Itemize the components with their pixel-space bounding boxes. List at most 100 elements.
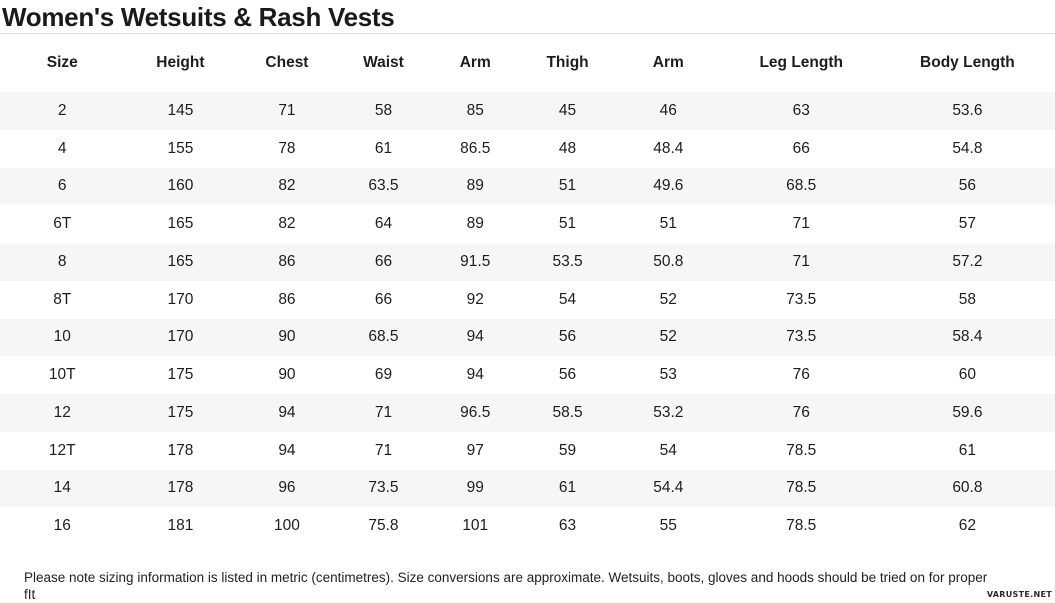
table-cell: 63 (558, 517, 577, 535)
table-cell: 53.6 (952, 101, 983, 119)
table-cell: 155 (167, 139, 194, 157)
table-header: Size Height Chest Waist Arm Thigh Arm Leg Lengt… (0, 34, 1055, 92)
table-cell: 94 (466, 366, 484, 384)
sizing-note-line: Please note sizing information is listed… (24, 570, 988, 585)
table-cell: 52 (659, 328, 677, 346)
table-cell: 78.5 (786, 441, 817, 459)
table-cell: 78.5 (786, 517, 817, 535)
table-cell: 170 (167, 328, 194, 346)
table-cell: 178 (167, 441, 194, 459)
table-body: 2 145 71 58 85 45 46 63 53.6 4 155 78 61 86.5 48 48.4 66… (0, 92, 1055, 545)
table-cell: 16 (53, 517, 71, 535)
table-cell: 6 (57, 177, 67, 195)
table-cell: 89 (466, 215, 484, 233)
table-cell: 10T (48, 366, 76, 384)
table-cell: 86 (278, 252, 296, 270)
table-cell: 57.2 (952, 252, 983, 270)
table-row: 10T 175 90 69 94 56 53 76 60 (0, 356, 1055, 394)
column-header: Size (46, 54, 78, 71)
table-cell: 51 (558, 215, 577, 233)
table-cell: 73.5 (368, 479, 399, 497)
table-cell: 94 (278, 441, 296, 459)
table-cell: 94 (466, 328, 484, 346)
table-cell: 61 (958, 441, 977, 459)
table-cell: 66 (792, 139, 810, 157)
table-row: 2 145 71 58 85 45 46 63 53.6 (0, 92, 1055, 130)
table-cell: 78 (278, 139, 296, 157)
table-cell: 69 (374, 366, 393, 384)
table-cell: 54.4 (653, 479, 684, 497)
table-header-row: Size Height Chest Waist Arm Thigh Arm Leg Lengt… (0, 34, 1055, 92)
column-header: Arm (652, 54, 684, 71)
table-row: 8T 170 86 66 92 54 52 73.5 58 (0, 281, 1055, 319)
table-cell: 59.6 (952, 403, 983, 421)
table-row: 10 170 90 68.5 94 56 52 73.5 58.4 (0, 318, 1055, 357)
table-cell: 12T (48, 441, 76, 459)
table-cell: 53.5 (552, 252, 583, 270)
table-cell: 59 (558, 441, 577, 459)
table-cell: 54 (558, 290, 577, 308)
table-cell: 96 (278, 479, 296, 497)
page-title: Women's Wetsuits & Rash Vests (2, 2, 395, 32)
table-cell: 90 (278, 366, 296, 384)
table-row: 4 155 78 61 86.5 48 48.4 66 54.8 (0, 130, 1055, 168)
table-cell: 51 (558, 177, 577, 195)
column-header: Arm (459, 54, 491, 71)
table-cell: 178 (167, 479, 194, 497)
column-header: Leg Length (759, 54, 843, 71)
table-cell: 58.4 (952, 328, 983, 346)
table-cell: 86 (278, 290, 296, 308)
table-cell: 165 (167, 215, 194, 233)
table-cell: 4 (57, 139, 67, 157)
table-cell: 85 (466, 101, 484, 119)
table-cell: 12 (53, 403, 71, 421)
table-cell: 51 (659, 215, 677, 233)
table-cell: 78.5 (786, 479, 817, 497)
table-cell: 50.8 (653, 252, 684, 270)
table-cell: 57 (958, 215, 977, 233)
table-cell: 46 (659, 101, 677, 119)
table-cell: 181 (167, 517, 194, 535)
table-cell: 45 (558, 101, 577, 119)
table-row: 14 178 96 73.5 99 61 54.4 78.5 60.8 (0, 469, 1055, 508)
table-cell: 53.2 (653, 403, 684, 421)
table-cell: 8 (57, 252, 67, 270)
table-cell: 8T (53, 290, 72, 308)
table-cell: 66 (374, 290, 393, 308)
table-cell: 62 (958, 517, 977, 535)
table-cell: 71 (374, 403, 393, 421)
table-cell: 175 (167, 403, 194, 421)
table-cell: 170 (167, 290, 194, 308)
table-cell: 92 (466, 290, 484, 308)
table-cell: 75.8 (368, 517, 399, 535)
table-cell: 58 (958, 290, 977, 308)
watermark-logo: VARUSTE.NET (986, 590, 1052, 599)
table-cell: 76 (792, 366, 810, 384)
table-cell: 53 (659, 366, 677, 384)
table-cell: 64 (374, 215, 393, 233)
table-cell: 175 (167, 366, 194, 384)
table-cell: 60.8 (952, 479, 983, 497)
table-cell: 52 (659, 290, 677, 308)
table-cell: 71 (374, 441, 393, 459)
table-cell: 68.5 (368, 328, 399, 346)
table-cell: 54.8 (952, 139, 983, 157)
column-header: Chest (265, 54, 309, 71)
table-cell: 165 (167, 252, 194, 270)
table-row: 16 181 100 75.8 101 63 55 78.5 62 (0, 507, 1055, 545)
table-cell: 76 (792, 403, 810, 421)
table-row: 12T 178 94 71 97 59 54 78.5 61 (0, 432, 1055, 470)
column-header: Height (156, 54, 205, 71)
table-cell: 61 (374, 139, 393, 157)
table-cell: 90 (278, 328, 296, 346)
table-cell: 97 (466, 441, 484, 459)
table-cell: 66 (374, 252, 393, 270)
table-cell: 56 (558, 328, 577, 346)
table-cell: 86.5 (460, 139, 491, 157)
table-cell: 61 (558, 479, 577, 497)
table-row: 6T 165 82 64 89 51 51 71 57 (0, 205, 1055, 243)
table-cell: 56 (558, 366, 577, 384)
table-cell: 55 (659, 517, 677, 535)
table-row: 12 175 94 71 96.5 58.5 53.2 76 59.6 (0, 394, 1055, 432)
column-header: Body Length (920, 54, 1015, 71)
